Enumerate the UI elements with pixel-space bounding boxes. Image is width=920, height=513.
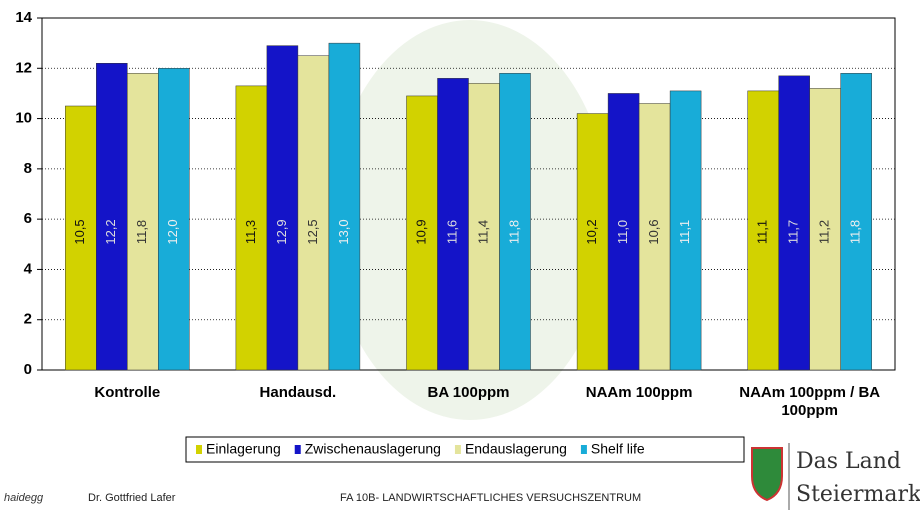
bar [158, 68, 190, 371]
legend-label: Einlagerung [206, 441, 281, 457]
bar [406, 95, 438, 371]
value-label: 10,5 [72, 219, 87, 244]
bar [328, 42, 361, 371]
brand-line1: Das Land [796, 449, 901, 474]
value-label: 11,8 [506, 220, 521, 244]
bar [65, 105, 97, 371]
value-label: 12,2 [103, 219, 118, 244]
bar [235, 85, 268, 371]
x-tick-label: BA 100ppm [427, 384, 510, 401]
legend-swatch [454, 445, 461, 454]
legend-label: Zwischenauslagerung [305, 441, 441, 457]
x-tick-label: NAAm 100ppm / BA 100ppm [739, 384, 881, 419]
legend-label: Shelf life [591, 441, 645, 457]
value-label: 11,8 [848, 220, 863, 244]
y-tick-label: 2 [24, 311, 32, 328]
legend-swatch [294, 445, 301, 454]
y-tick-label: 0 [24, 361, 32, 378]
value-label: 11,1 [755, 220, 770, 244]
bar [437, 78, 469, 371]
bar [468, 83, 500, 371]
y-tick-label: 4 [24, 260, 33, 277]
value-label: 13,0 [336, 219, 351, 244]
bar [96, 63, 128, 371]
legend-box [185, 436, 745, 463]
y-tick-label: 14 [15, 9, 32, 26]
value-label: 11,7 [786, 220, 801, 244]
bar [840, 73, 872, 371]
brand-line2: Steiermark [796, 482, 920, 507]
value-label: 10,2 [584, 219, 599, 244]
y-tick-label: 8 [24, 160, 32, 177]
legend-swatch [580, 445, 587, 454]
coat-of-arms [751, 447, 783, 502]
legend-label: Endauslagerung [465, 441, 567, 457]
bar [127, 73, 159, 371]
bar [638, 103, 671, 371]
value-label: 12,9 [274, 219, 289, 244]
bar [809, 88, 841, 371]
author: Dr. Gottfried Lafer [88, 492, 176, 504]
value-label: 12,5 [305, 219, 320, 244]
y-tick-label: 12 [15, 59, 32, 76]
x-tick-label: NAAm 100ppm [585, 384, 693, 401]
logo-text: haidegg [4, 492, 44, 504]
bar [297, 55, 330, 371]
value-label: 10,6 [646, 219, 661, 244]
value-label: 11,4 [475, 220, 490, 244]
value-label: 10,9 [413, 219, 428, 244]
bar [499, 73, 531, 371]
legend-swatch [196, 445, 202, 454]
value-label: 12,0 [165, 219, 180, 244]
institute: FA 10B- LANDWIRTSCHAFTLICHES VERSUCHSZEN… [340, 492, 641, 504]
value-label: 11,3 [243, 220, 258, 244]
y-tick-label: 10 [15, 110, 32, 127]
x-tick-label: Handausd. [259, 384, 337, 401]
bar [266, 45, 299, 371]
bar [607, 93, 640, 371]
y-tick-label: 6 [24, 210, 32, 227]
bar [576, 113, 609, 371]
bar [669, 90, 702, 371]
value-label: 11,6 [444, 220, 459, 244]
value-label: 11,1 [677, 220, 692, 244]
value-label: 11,0 [615, 220, 630, 244]
value-label: 11,2 [817, 220, 832, 244]
value-label: 11,8 [134, 220, 149, 244]
x-tick-label: Kontrolle [94, 384, 161, 401]
